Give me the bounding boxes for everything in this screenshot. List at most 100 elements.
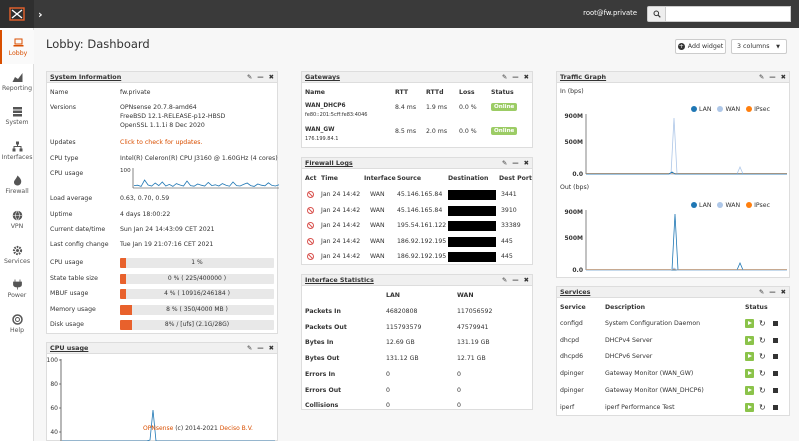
close-icon[interactable]: ✖ — [268, 73, 274, 81]
column-header: RTTd — [426, 89, 444, 96]
add-widget-button[interactable]: + Add widget — [675, 39, 726, 54]
close-icon[interactable]: ✖ — [523, 73, 529, 81]
close-icon[interactable]: ✖ — [523, 276, 529, 284]
edit-icon[interactable]: ✎ — [501, 159, 508, 167]
stat-lan-value: 0 — [386, 386, 390, 394]
nav-item-services[interactable]: Services — [0, 238, 34, 272]
field-label: CPU usage — [50, 170, 84, 177]
stop-button[interactable] — [771, 403, 780, 412]
nav-item-lobby[interactable]: Lobby — [0, 30, 34, 64]
usage-label: Disk usage — [50, 321, 84, 329]
stop-button[interactable] — [771, 369, 780, 378]
minimize-icon[interactable]: — — [512, 159, 519, 167]
gateway-loss: 0.0 % — [459, 104, 477, 111]
edit-icon[interactable]: ✎ — [501, 73, 508, 81]
stop-button[interactable] — [771, 319, 780, 328]
edit-icon[interactable]: ✎ — [246, 73, 253, 81]
redacted-destination — [448, 236, 496, 247]
close-icon[interactable]: ✖ — [268, 344, 274, 352]
traffic-out-chart[interactable]: 900M 500M 0.0 — [557, 208, 791, 278]
minimize-icon[interactable]: — — [257, 73, 264, 81]
nav-item-vpn[interactable]: VPN — [0, 203, 34, 237]
service-running-indicator[interactable] — [745, 335, 754, 345]
legend-item-ipsec[interactable]: IPsec — [746, 106, 770, 113]
minimize-icon[interactable]: — — [512, 73, 519, 81]
restart-icon[interactable]: ↻ — [759, 335, 766, 345]
widget-title[interactable]: Traffic Graph — [560, 73, 607, 81]
restart-icon[interactable]: ↻ — [759, 369, 766, 379]
traffic-series-line — [586, 165, 787, 175]
restart-icon[interactable]: ↻ — [759, 402, 766, 412]
legend-item-ipsec[interactable]: IPsec — [746, 202, 770, 209]
legend-label: WAN — [725, 202, 741, 209]
column-header: Time — [321, 175, 338, 182]
legend-item-lan[interactable]: LAN — [691, 202, 711, 209]
service-running-indicator[interactable] — [745, 385, 754, 395]
restart-icon[interactable]: ↻ — [759, 385, 766, 395]
nav-item-label: Lobby — [8, 50, 28, 57]
nav-item-reporting[interactable]: Reporting — [0, 65, 34, 99]
minimize-icon[interactable]: — — [257, 344, 264, 352]
widget-title[interactable]: CPU usage — [50, 344, 89, 352]
nav-item-firewall[interactable]: Firewall — [0, 168, 34, 202]
close-icon[interactable]: ✖ — [523, 159, 529, 167]
minimize-icon[interactable]: — — [769, 73, 776, 81]
restart-icon[interactable]: ↻ — [759, 352, 766, 362]
nav-item-power[interactable]: Power — [0, 272, 34, 306]
usage-progress-text: 1 % — [191, 259, 203, 266]
widget-title[interactable]: Firewall Logs — [305, 159, 353, 167]
usage-progress-bar: 0 % ( 225/400000 ) — [120, 273, 274, 284]
gateway-rttd: 2.0 ms — [426, 128, 448, 135]
log-time: Jan 24 14:42 — [321, 253, 361, 260]
edit-icon[interactable]: ✎ — [501, 276, 508, 284]
service-running-indicator[interactable] — [745, 352, 754, 362]
minimize-icon[interactable]: — — [769, 288, 776, 296]
edit-icon[interactable]: ✎ — [758, 73, 765, 81]
service-running-indicator[interactable] — [745, 319, 754, 328]
restart-icon[interactable]: ↻ — [759, 319, 766, 328]
search-input[interactable] — [666, 6, 791, 22]
expand-chevron-icon[interactable]: › — [38, 7, 43, 21]
minimize-icon[interactable]: — — [512, 276, 519, 284]
search-button[interactable] — [647, 6, 666, 22]
widget-title[interactable]: Services — [560, 288, 591, 296]
stat-label: Packets Out — [305, 323, 347, 331]
field-value: Sun Jan 24 14:43:09 CET 2021 — [120, 226, 215, 233]
traffic-in-chart[interactable]: 900M 500M 0.0 — [557, 112, 791, 182]
service-running-indicator[interactable] — [745, 402, 754, 412]
column-header-wan: WAN — [457, 292, 474, 299]
close-icon[interactable]: ✖ — [780, 73, 786, 81]
widget-title[interactable]: System Information — [50, 73, 122, 81]
nav-item-system[interactable]: System — [0, 99, 34, 133]
edit-icon[interactable]: ✎ — [758, 288, 765, 296]
stat-lan-value: 0 — [386, 370, 390, 378]
service-running-indicator[interactable] — [745, 369, 754, 379]
opnsense-logo[interactable] — [0, 0, 34, 28]
footer-brand-link[interactable]: OPNsense — [143, 425, 174, 432]
stop-icon — [773, 404, 778, 410]
globe-icon — [12, 210, 22, 221]
user-label[interactable]: root@fw.private — [583, 9, 637, 17]
footer-company-link[interactable]: Deciso B.V. — [219, 425, 253, 432]
close-icon[interactable]: ✖ — [780, 288, 786, 296]
legend-item-lan[interactable]: LAN — [691, 106, 711, 113]
log-interface: WAN — [370, 253, 385, 260]
log-time: Jan 24 14:42 — [321, 191, 361, 198]
system-information-widget: System Information ✎ — ✖ Name fw.private Ver… — [46, 71, 280, 334]
legend-item-wan[interactable]: WAN — [717, 202, 740, 209]
legend-label: IPsec — [754, 202, 770, 209]
nav-item-help[interactable]: Help — [0, 307, 34, 341]
edit-icon[interactable]: ✎ — [246, 344, 253, 352]
stop-button[interactable] — [771, 352, 780, 361]
legend-item-wan[interactable]: WAN — [717, 106, 740, 113]
check-updates-link[interactable]: Click to check for updates. — [120, 139, 203, 146]
widget-title[interactable]: Gateways — [305, 73, 340, 81]
traffic-series-line — [586, 213, 787, 271]
stop-button[interactable] — [771, 336, 780, 345]
widget-title[interactable]: Interface Statistics — [305, 276, 374, 284]
nav-item-interfaces[interactable]: Interfaces — [0, 134, 34, 168]
columns-select[interactable]: 3 columns ▼ — [731, 39, 787, 54]
usage-progress-fill — [120, 304, 133, 315]
columns-value: 3 columns — [737, 43, 770, 50]
stop-button[interactable] — [771, 386, 780, 395]
